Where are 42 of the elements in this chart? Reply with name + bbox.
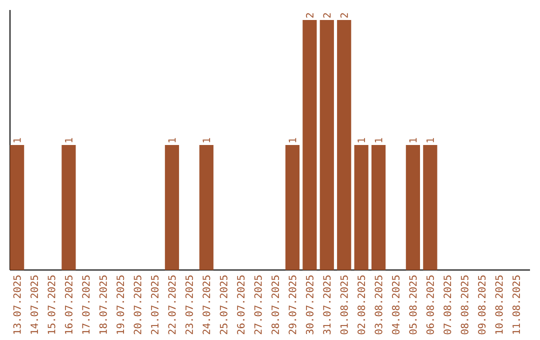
data-label: 1 bbox=[13, 138, 21, 142]
x-tick-label: 22.07.2025 bbox=[168, 276, 176, 334]
data-label: 1 bbox=[202, 138, 210, 142]
x-tick-label: 03.08.2025 bbox=[374, 276, 382, 334]
data-label: 1 bbox=[426, 138, 434, 142]
x-tick-label: 07.08.2025 bbox=[444, 276, 452, 334]
x-tick-label: 08.08.2025 bbox=[460, 276, 468, 334]
data-label: 2 bbox=[340, 13, 348, 18]
x-tick-label: 26.07.2025 bbox=[237, 276, 245, 334]
data-label: 1 bbox=[374, 138, 382, 142]
data-label: 2 bbox=[323, 13, 331, 18]
data-label: 1 bbox=[358, 138, 365, 142]
x-tick-label: 05.08.2025 bbox=[409, 276, 417, 334]
x-tick-label: 13.07.2025 bbox=[13, 276, 21, 334]
data-label: 1 bbox=[288, 138, 296, 142]
x-tick-label: 09.08.2025 bbox=[478, 276, 486, 334]
x-tick-label: 04.08.2025 bbox=[392, 276, 400, 334]
data-label: 1 bbox=[65, 138, 72, 142]
x-tick-label: 27.07.2025 bbox=[254, 276, 262, 334]
x-tick-label: 23.07.2025 bbox=[185, 276, 193, 334]
x-tick-label: 15.07.2025 bbox=[48, 276, 56, 334]
x-tick-label: 24.07.2025 bbox=[202, 276, 210, 334]
x-tick-label: 28.07.2025 bbox=[271, 276, 280, 334]
x-tick-label: 29.07.2025 bbox=[288, 276, 296, 334]
x-tick-label: 21.07.2025 bbox=[150, 276, 159, 334]
x-tick-label: 06.08.2025 bbox=[426, 276, 434, 334]
x-tick-label: 11.08.2025 bbox=[512, 276, 520, 334]
data-label: 1 bbox=[409, 138, 417, 142]
x-tick-label: 14.07.2025 bbox=[30, 276, 38, 334]
x-tick-label: 31.07.2025 bbox=[323, 276, 331, 334]
x-tick-label: 25.07.2025 bbox=[220, 276, 228, 334]
x-tick-label: 17.07.2025 bbox=[82, 276, 90, 334]
x-tick-label: 30.07.2025 bbox=[306, 276, 314, 334]
data-label: 2 bbox=[306, 13, 314, 18]
x-tick-label: 10.08.2025 bbox=[495, 276, 503, 334]
x-tick-label: 20.07.2025 bbox=[134, 276, 142, 334]
x-tick-label: 16.07.2025 bbox=[64, 276, 72, 334]
x-tick-label: 02.08.2025 bbox=[358, 276, 366, 334]
x-tick-label: 19.07.2025 bbox=[116, 276, 124, 334]
x-tick-label: 18.07.2025 bbox=[99, 276, 107, 334]
x-tick-label: 01.08.2025 bbox=[340, 276, 348, 334]
data-label: 1 bbox=[168, 138, 176, 142]
